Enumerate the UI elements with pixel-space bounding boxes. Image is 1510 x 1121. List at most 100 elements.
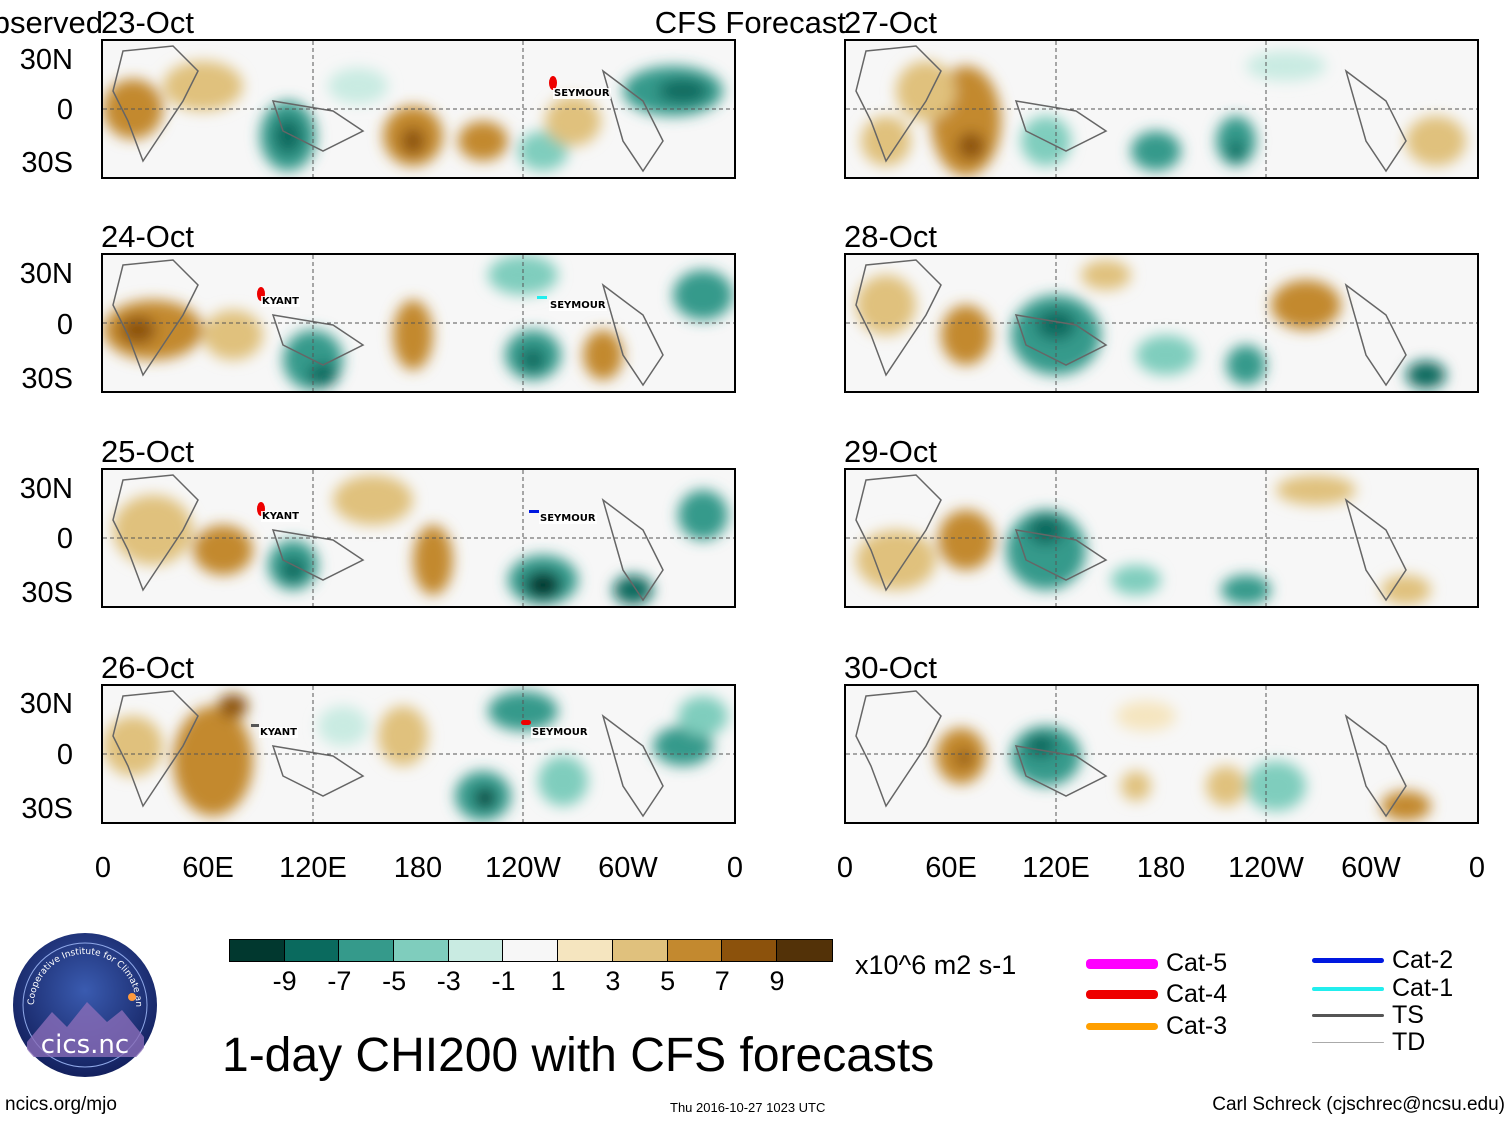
colorbar-tick-label: -1 [491, 966, 516, 996]
lon-label: 180 [393, 852, 443, 884]
map-field [101, 39, 736, 179]
legend-label: Cat-5 [1166, 949, 1228, 977]
chi200-anomaly-field [103, 686, 734, 822]
colorbar-units: x10^6 m2 s-1 [855, 950, 1017, 980]
chi200-anomaly-field [846, 470, 1477, 606]
colorbar-tick-label: 9 [769, 966, 785, 996]
legend-item: Cat-5 [1086, 949, 1227, 978]
map-field [844, 468, 1479, 608]
colorbar-tick-label: -5 [382, 966, 407, 996]
lat-label-30n: 30N [19, 44, 73, 76]
legend-label: TS [1392, 1001, 1424, 1029]
panel-date: 29-Oct [844, 434, 938, 469]
lat-label-30s: 30S [21, 147, 73, 179]
logo-text: cics.nc [41, 1030, 129, 1060]
legend-label: Cat-1 [1392, 974, 1454, 1002]
storm-label: KYANT [261, 296, 300, 307]
lon-label: 120W [485, 852, 561, 884]
colorbar-cell [230, 940, 285, 961]
panel-date: 28-Oct [844, 219, 938, 254]
panel-date: 26-Oct [101, 650, 195, 685]
tc-track-icon [257, 287, 265, 301]
tc-track-icon [529, 510, 539, 513]
footer-url: ncics.org/mjo [5, 1094, 117, 1115]
chi200-anomaly-field [103, 470, 734, 606]
colorbar [229, 939, 833, 962]
tc-track-icon [257, 502, 265, 516]
storm-label: SEYMOUR [539, 513, 597, 524]
lat-label-30s: 30S [21, 363, 73, 395]
storm-label: KYANT [259, 727, 298, 738]
lon-label: 60E [182, 852, 234, 884]
lon-label: 60E [925, 852, 977, 884]
lon-label: 0 [836, 852, 854, 884]
panel-date: 30-Oct [844, 650, 938, 685]
chi200-anomaly-field [846, 41, 1477, 177]
legend-swatch-icon [1086, 990, 1158, 999]
panel-date: 23-Oct [101, 5, 195, 40]
lat-label-eq: 0 [56, 309, 73, 341]
lon-label: 0 [1468, 852, 1486, 884]
legend-label: Cat-2 [1392, 946, 1454, 974]
legend-label: TD [1392, 1028, 1426, 1056]
lat-label-eq: 0 [56, 739, 73, 771]
figure-title: 1-day CHI200 with CFS forecasts [222, 1029, 935, 1082]
legend-item: Cat-3 [1086, 1012, 1227, 1041]
lon-label: 0 [726, 852, 744, 884]
footer-timestamp: Thu 2016-10-27 1023 UTC [670, 1100, 826, 1115]
colorbar-cell [722, 940, 777, 961]
colorbar-cell [394, 940, 449, 961]
colorbar-tick-label: -7 [327, 966, 352, 996]
lat-label-30n: 30N [19, 688, 73, 720]
chi200-anomaly-field [103, 255, 734, 391]
colorbar-tick-label: -9 [272, 966, 297, 996]
colorbar-cell [339, 940, 395, 961]
legend-swatch-icon [1086, 1023, 1158, 1030]
colorbar-cell [667, 940, 723, 961]
storm-label: SEYMOUR [553, 88, 611, 99]
legend-swatch-icon [1312, 986, 1384, 991]
map-field [844, 39, 1479, 179]
legend-swatch-icon [1312, 1014, 1384, 1017]
lat-label-30s: 30S [21, 793, 73, 825]
footer-author: Carl Schreck (cjschrec@ncsu.edu) [1212, 1094, 1505, 1115]
chi200-anomaly-field [846, 686, 1477, 822]
forecast-label: CFS Forecast [654, 5, 846, 40]
lon-label: 180 [1136, 852, 1186, 884]
colorbar-tick-label: 5 [660, 966, 676, 996]
chi200-anomaly-field [103, 41, 734, 177]
legend-swatch-icon [1312, 1042, 1384, 1043]
map-field [101, 684, 736, 824]
storm-label: KYANT [261, 511, 300, 522]
chi200-anomaly-field [846, 255, 1477, 391]
map-field [844, 253, 1479, 393]
colorbar-tick-label: -3 [436, 966, 461, 996]
lat-label-eq: 0 [56, 523, 73, 555]
colorbar-cell [284, 940, 340, 961]
lon-label: 120E [1022, 852, 1090, 884]
lat-label-eq: 0 [56, 94, 73, 126]
lon-label: 60W [1341, 852, 1401, 884]
storm-label: SEYMOUR [549, 300, 607, 311]
legend-swatch-icon [1312, 958, 1384, 963]
tc-track-icon [537, 296, 547, 299]
legend-item: Cat-2 [1312, 946, 1453, 975]
panel-date: 24-Oct [101, 219, 195, 254]
lat-label-30s: 30S [21, 577, 73, 609]
colorbar-cell [503, 940, 559, 961]
cics-logo: Cooperative Institute for Climate and Sa… [12, 932, 157, 1077]
storm-label: SEYMOUR [531, 727, 589, 738]
tc-track-icon [521, 720, 531, 725]
colorbar-cell [448, 940, 504, 961]
colorbar-tick-label: 3 [605, 966, 621, 996]
panel-date: 25-Oct [101, 434, 195, 469]
lon-label: 60W [598, 852, 658, 884]
tc-track-icon [251, 724, 259, 727]
legend-item: Cat-1 [1312, 974, 1453, 1003]
legend-swatch-icon [1086, 958, 1158, 969]
map-field [101, 468, 736, 608]
legend-item: TS [1312, 1001, 1424, 1030]
colorbar-tick-label: 1 [550, 966, 566, 996]
legend-label: Cat-4 [1166, 980, 1228, 1008]
lat-label-30n: 30N [19, 473, 73, 505]
